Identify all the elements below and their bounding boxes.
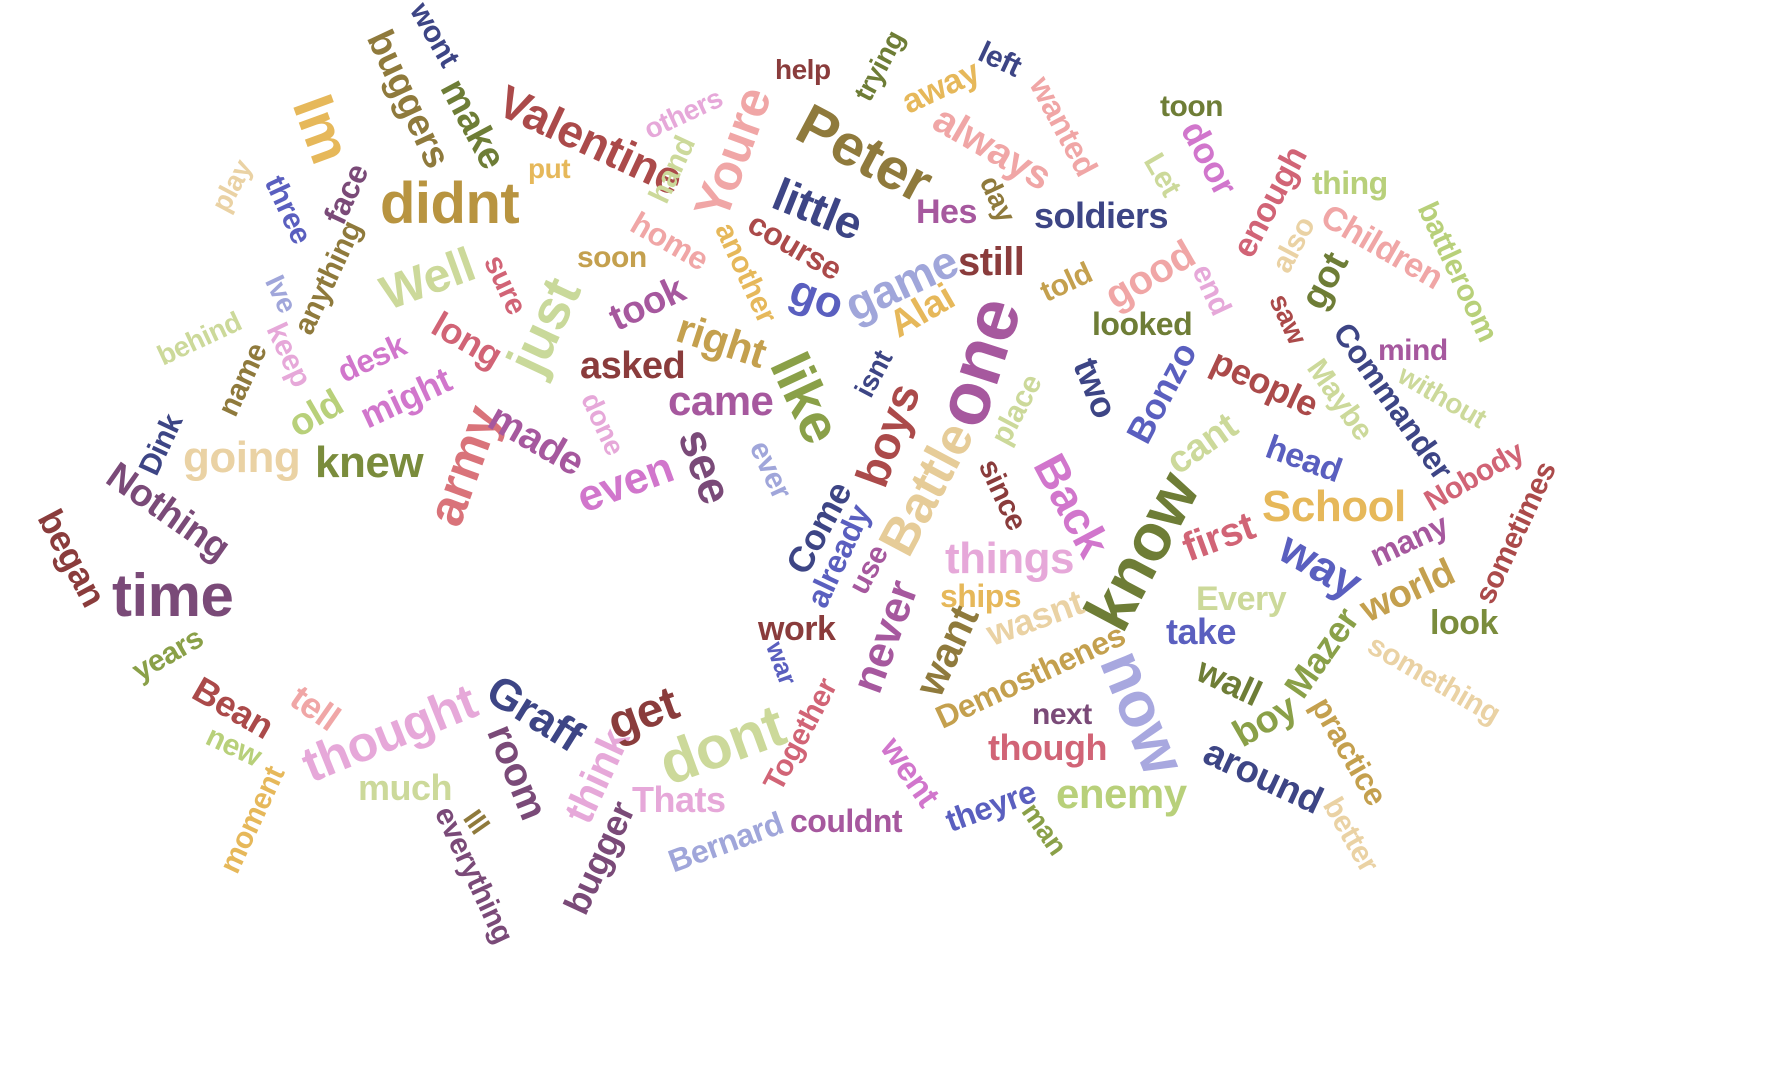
word-enemy: enemy — [1056, 770, 1187, 817]
word-every: Every — [1196, 580, 1287, 618]
word-cant: cant — [1158, 404, 1246, 484]
word-told: told — [1035, 256, 1098, 309]
word-couldnt: couldnt — [790, 803, 903, 839]
word-time: time — [112, 562, 234, 629]
word-take: take — [1166, 611, 1237, 652]
word-help: help — [775, 54, 831, 85]
word-wall: wall — [1190, 649, 1268, 715]
word-well: Well — [373, 238, 482, 321]
word-thing: thing — [1312, 165, 1388, 201]
word-even: even — [570, 442, 680, 523]
word-go: go — [783, 265, 850, 330]
word-see: see — [668, 421, 743, 511]
word-years: years — [126, 621, 209, 688]
word-toon: toon — [1160, 90, 1223, 123]
word-like: like — [758, 343, 855, 453]
word-face: face — [316, 158, 376, 230]
word-head: head — [1260, 427, 1347, 491]
word-ever: ever — [742, 435, 798, 504]
word-asked: asked — [580, 345, 686, 387]
word-im: Im — [279, 86, 364, 172]
word-didnt: didnt — [380, 171, 520, 236]
word-still: still — [958, 240, 1025, 284]
word-look: look — [1430, 604, 1498, 642]
word-three: three — [257, 170, 318, 249]
word-things: things — [945, 534, 1074, 583]
word-door: door — [1173, 113, 1246, 202]
word-went: went — [872, 730, 947, 814]
word-began: began — [29, 502, 115, 614]
word-left: left — [973, 35, 1027, 84]
word-play: play — [205, 154, 258, 217]
word-going: going — [183, 433, 301, 482]
word-school: School — [1262, 482, 1406, 531]
word-came: came — [668, 377, 774, 424]
word-ships: ships — [940, 578, 1022, 614]
word-soon: soon — [577, 241, 647, 274]
word-soldiers: soldiers — [1034, 195, 1169, 236]
word-since: since — [971, 454, 1034, 536]
word-mind: mind — [1378, 334, 1448, 367]
word-something: something — [1361, 628, 1506, 731]
word-hes: Hes — [916, 193, 977, 231]
word-end: end — [1185, 259, 1238, 321]
word-though: though — [988, 727, 1107, 768]
word-behind: behind — [152, 305, 246, 372]
word-let: Let — [1137, 147, 1188, 202]
word-knew: knew — [315, 438, 424, 487]
word-much: much — [358, 767, 453, 808]
word-name: name — [211, 338, 274, 422]
word-made: made — [480, 395, 592, 485]
word-mazer: Mazer — [1276, 600, 1367, 706]
word-dink: Dink — [132, 409, 190, 481]
word-moment: moment — [213, 761, 292, 879]
word-thats: Thats — [632, 779, 726, 820]
word-looked: looked — [1092, 306, 1193, 342]
word-next: next — [1032, 698, 1092, 731]
word-sure: sure — [477, 250, 534, 320]
word-two: two — [1065, 352, 1127, 424]
word-work: work — [758, 610, 836, 648]
word-put: put — [528, 153, 571, 184]
